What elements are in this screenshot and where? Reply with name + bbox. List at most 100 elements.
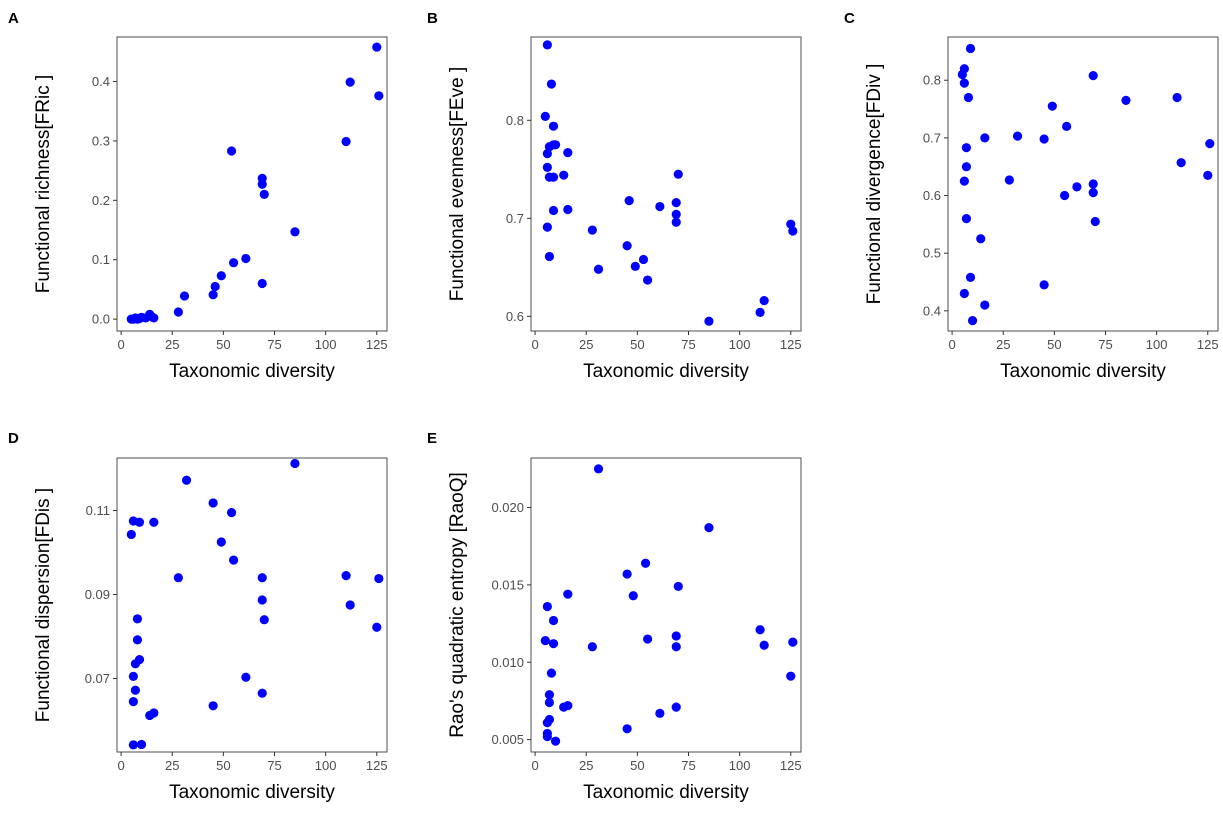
x-tick-label: 75 (681, 758, 695, 773)
x-tick-label: 25 (165, 337, 179, 352)
data-point (959, 78, 969, 88)
data-point (216, 537, 226, 547)
data-point (563, 589, 573, 599)
data-point (622, 241, 632, 251)
data-point (965, 43, 976, 54)
x-axis-label: Taxonomic diversity (1000, 361, 1166, 382)
y-tick-label: 0.7 (923, 130, 941, 145)
data-point (257, 278, 267, 289)
x-tick-label: 125 (1197, 337, 1219, 352)
data-point (1088, 188, 1098, 198)
data-point (587, 642, 597, 652)
data-point (544, 251, 555, 262)
y-tick-label: 0.4 (923, 303, 941, 318)
data-point (1205, 139, 1215, 149)
x-tick-label: 75 (1098, 337, 1112, 352)
y-axis-label: Functional evenness[FEve ] (447, 67, 468, 301)
data-point (216, 271, 226, 281)
x-tick-label: 75 (267, 758, 281, 773)
data-point (642, 634, 653, 644)
data-point (542, 601, 552, 612)
data-point (149, 313, 159, 323)
plot-frame (947, 36, 1219, 332)
data-point (550, 736, 561, 746)
data-point (548, 615, 559, 626)
data-point (622, 724, 632, 734)
data-point (976, 234, 986, 244)
x-axis-label: Taxonomic diversity (583, 782, 749, 803)
data-point (173, 573, 183, 583)
data-point (345, 600, 355, 610)
data-point (759, 296, 769, 306)
data-point (624, 196, 634, 206)
data-point (228, 258, 239, 268)
x-axis-label: Taxonomic diversity (169, 782, 335, 803)
data-point (563, 700, 573, 711)
data-point (374, 91, 384, 101)
data-point (290, 227, 300, 237)
data-point (786, 671, 796, 681)
y-tick-label: 0.07 (85, 671, 110, 686)
data-point (542, 731, 552, 742)
x-tick-label: 25 (996, 337, 1010, 352)
y-tick-label: 0.3 (92, 133, 110, 148)
x-tick-label: 100 (729, 758, 751, 773)
y-tick-label: 0.6 (923, 188, 941, 203)
x-tick-label: 50 (216, 337, 230, 352)
y-tick-label: 0.0 (92, 312, 110, 327)
x-tick-label: 75 (267, 337, 281, 352)
panel-d: D 0 25 50 75 100 125 0.07 0.09 0.11 Taxonomic dive… (8, 430, 388, 803)
y-tick-label: 0.8 (923, 73, 941, 88)
y-tick-label: 0.09 (85, 587, 110, 602)
data-point (563, 148, 573, 158)
data-point (788, 226, 798, 236)
data-point (226, 507, 237, 518)
x-tick-label: 100 (315, 758, 337, 773)
data-point (257, 573, 267, 583)
data-point (593, 464, 604, 474)
data-point (959, 64, 969, 74)
y-tick-label: 0.005 (491, 732, 524, 747)
data-point (546, 79, 557, 89)
data-point (559, 170, 569, 180)
x-axis-label: Taxonomic diversity (169, 361, 335, 382)
data-point (593, 264, 604, 274)
data-point (345, 77, 355, 87)
data-point (241, 672, 251, 682)
x-tick-label: 50 (630, 337, 644, 352)
x-tick-label: 0 (531, 337, 538, 352)
data-point (136, 739, 147, 750)
data-point (959, 176, 969, 186)
data-point (980, 133, 990, 143)
data-point (208, 290, 218, 300)
x-axis-label: Taxonomic diversity (583, 361, 749, 382)
data-point (548, 121, 559, 131)
data-point (208, 498, 218, 508)
y-tick-label: 0.2 (92, 193, 110, 208)
data-point (1203, 170, 1213, 180)
x-tick-label: 50 (1047, 337, 1061, 352)
data-point (179, 291, 190, 301)
y-tick-label: 0.6 (506, 309, 524, 324)
data-point (544, 714, 555, 725)
data-point (640, 558, 651, 568)
data-point (548, 172, 559, 182)
x-tick-label: 125 (780, 758, 802, 773)
data-point (671, 217, 681, 227)
data-point (671, 642, 681, 652)
panel-letter: E (427, 430, 437, 447)
data-point (548, 205, 559, 216)
data-point (1059, 190, 1070, 201)
x-tick-label: 0 (948, 337, 955, 352)
data-point (961, 213, 972, 224)
data-point (980, 300, 990, 310)
data-point (673, 581, 683, 592)
data-point (642, 275, 653, 285)
data-point (1090, 216, 1100, 227)
y-tick-label: 0.1 (92, 252, 110, 267)
x-tick-label: 100 (1146, 337, 1168, 352)
data-point (1172, 92, 1182, 103)
x-tick-label: 100 (729, 337, 751, 352)
